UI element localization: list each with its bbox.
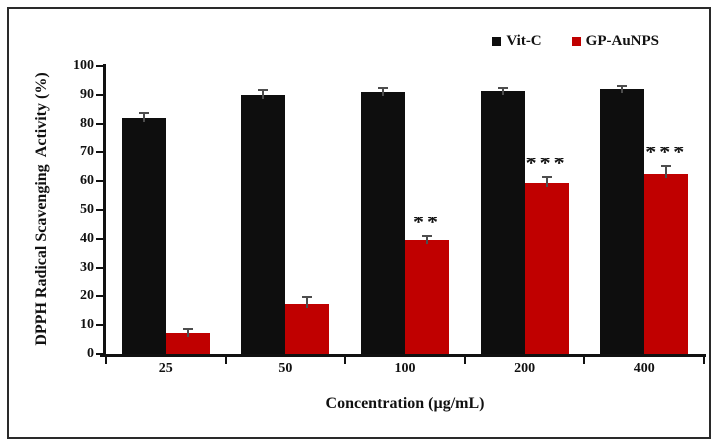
error-bar-line: [262, 90, 265, 100]
bar-rect: [165, 332, 210, 354]
y-axis-tick: [96, 65, 103, 67]
bar-rect: [480, 90, 525, 354]
significance-annotation: ***: [645, 147, 688, 161]
chart-legend: Vit-C GP-AuNPS: [492, 33, 659, 50]
bar-group-25: [106, 66, 226, 354]
error-bar-line: [665, 167, 668, 179]
y-axis-tick: [96, 266, 103, 269]
y-axis-tick: [96, 295, 103, 298]
y-axis-tick: [96, 209, 103, 211]
x-axis-tick: [344, 357, 347, 364]
y-tick-label: 10: [80, 317, 94, 333]
legend-swatch-icon: [571, 37, 581, 46]
bar-Vit-C-100: [360, 66, 405, 354]
x-axis-tick: [583, 357, 586, 364]
y-axis-tick: [96, 237, 103, 240]
y-axis-line: [103, 64, 106, 357]
x-axis-title: Concentration (µg/mL): [325, 395, 485, 412]
error-bar-line: [306, 297, 309, 308]
y-axis-tick: [96, 122, 103, 125]
error-bar-line: [186, 330, 189, 337]
y-tick-label: 60: [80, 173, 94, 189]
y-axis-tick: [96, 151, 103, 154]
bar-Vit-C-25: [121, 66, 166, 354]
error-bar-cap: [617, 85, 628, 88]
error-bar-cap: [182, 328, 193, 331]
error-bar-cap: [258, 88, 269, 91]
y-axis-title: DPPH Radical Scavenging Activity (%): [33, 72, 50, 346]
x-tick-label-400: 400: [633, 361, 655, 376]
significance-annotation: **: [412, 216, 441, 230]
y-axis-tick: [96, 93, 103, 96]
legend-label: GP-AuNPS: [585, 33, 659, 49]
y-tick-label: 70: [80, 144, 94, 160]
y-tick-label: 20: [80, 288, 94, 304]
error-bar-line: [142, 114, 145, 123]
y-tick-label: 0: [87, 346, 94, 361]
x-tick-label-50: 50: [278, 361, 293, 376]
x-axis-tick: [703, 357, 705, 364]
bar-rect: [644, 174, 689, 354]
x-tick-label-200: 200: [514, 361, 536, 376]
x-axis-tick: [224, 357, 227, 364]
bar-group-400: ***: [584, 66, 704, 354]
y-tick-label: 30: [80, 259, 94, 275]
error-bar-line: [381, 89, 384, 96]
y-tick-label: 100: [73, 58, 94, 73]
y-axis-tick: [96, 180, 103, 183]
bar-group-100: **: [345, 66, 465, 354]
legend-item-Vit-C: Vit-C: [492, 33, 542, 50]
error-bar-cap: [661, 165, 672, 168]
error-bar-line: [425, 236, 428, 244]
error-bar-cap: [421, 234, 432, 237]
bar-rect: [241, 95, 286, 354]
bar-GP-AuNPS-25: [165, 66, 210, 354]
bar-GP-AuNPS-400: ***: [644, 66, 689, 354]
bar-GP-AuNPS-50: [285, 66, 330, 354]
error-bar-cap: [497, 87, 508, 90]
legend-label: Vit-C: [506, 33, 542, 49]
bar-rect: [524, 183, 569, 354]
error-bar-cap: [138, 112, 149, 115]
x-axis-tick: [463, 357, 466, 364]
legend-item-GP-AuNPS: GP-AuNPS: [571, 33, 659, 50]
bar-GP-AuNPS-200: ***: [524, 66, 569, 354]
error-bar-line: [545, 178, 548, 188]
plot-area: 0 10 20 30 40 50 60 70 80 90 100 25 50 ** 100 *** 200 **…: [73, 59, 706, 376]
y-tick-label: 90: [80, 86, 94, 102]
bar-rect: [360, 91, 405, 354]
x-axis-line: [100, 354, 706, 357]
y-axis-tick: [96, 324, 103, 327]
bar-group-50: [226, 66, 346, 354]
bar-rect: [285, 303, 330, 354]
bar-group-200: ***: [465, 66, 585, 354]
x-tick-label-25: 25: [158, 361, 173, 376]
bar-Vit-C-50: [241, 66, 286, 354]
figure-frame: Vit-C GP-AuNPS DPPH Radical Scavenging Ac…: [7, 7, 711, 439]
legend-swatch-icon: [492, 37, 502, 46]
y-axis-tick: [96, 353, 103, 355]
y-tick-label: 80: [80, 115, 94, 131]
y-tick-label: 50: [80, 202, 94, 217]
y-tick-label: 40: [80, 230, 94, 246]
bar-GP-AuNPS-100: **: [404, 66, 449, 354]
error-bar-cap: [302, 295, 313, 298]
error-bar-line: [621, 87, 624, 94]
bar-rect: [600, 89, 645, 354]
bar-Vit-C-200: [480, 66, 525, 354]
significance-annotation: ***: [525, 158, 568, 172]
error-bar-cap: [541, 176, 552, 179]
error-bar-line: [501, 89, 504, 95]
bar-rect: [121, 118, 166, 354]
bar-Vit-C-400: [600, 66, 645, 354]
x-axis-tick: [105, 357, 107, 364]
x-tick-label-100: 100: [394, 361, 416, 376]
bar-rect: [404, 239, 449, 354]
error-bar-cap: [377, 87, 388, 90]
